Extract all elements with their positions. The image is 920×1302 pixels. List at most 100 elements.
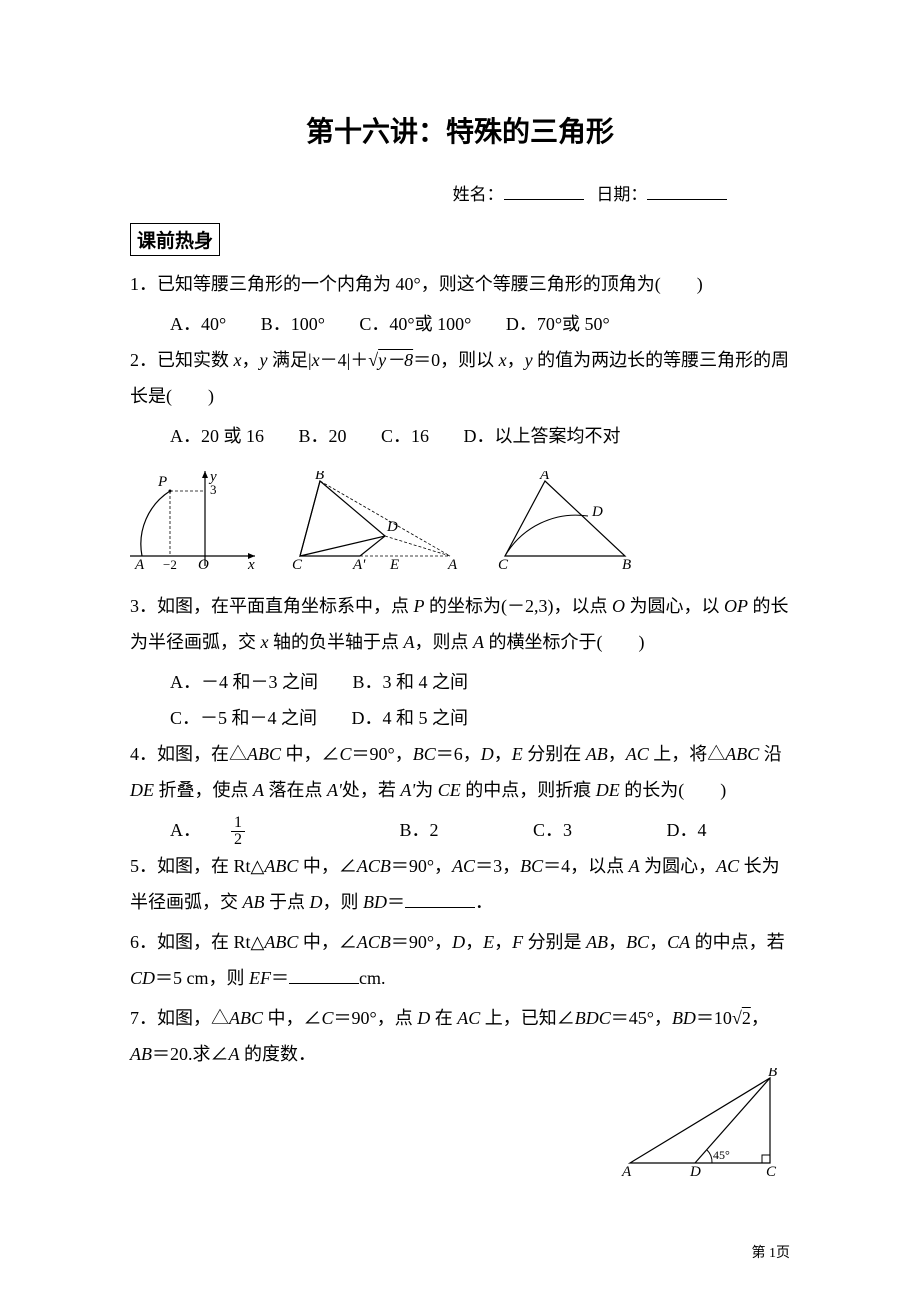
name-label: 姓名： [453,185,504,204]
q1-opt-d: D．70°或 50° [506,314,610,334]
q2-opt-b: B．20 [299,426,347,446]
q6-E: E [483,932,494,952]
q5-D: D [310,892,323,912]
q3-t4: 轴的负半轴于点 [269,632,404,652]
q4-t10: 落在点 [264,780,327,800]
q2-sqrt-inner: y－8 [378,350,413,370]
q6-AB: AB [586,932,608,952]
q7-t9: 的度数． [240,1044,317,1064]
q6-t3: ， [465,932,483,952]
q2-x2: x [312,350,320,370]
q4-D: D [481,744,494,764]
q6-F: F [512,932,523,952]
diagram-3: A D C B [490,471,640,576]
question-1-options: A．40° B．100° C．40°或 100° D．70°或 50° [130,306,790,342]
q3-opt-d: D．4 和 5 之间 [352,708,469,728]
q5-AB: AB [243,892,265,912]
q4-DE2: DE [596,780,620,800]
q5-t3: ＝3， [475,856,520,876]
q6-blank [289,966,359,984]
q1-opt-a: A．40° [170,314,226,334]
q4-t11: 处，若 [342,780,401,800]
q7-t1: 中，∠ [263,1008,322,1028]
q4-t2: ＝90°， [352,744,413,764]
q5-t9: ＝ [387,892,405,912]
q4-E: E [512,744,523,764]
q4-t8: 沿 [759,744,782,764]
q7-t2: ＝90°，点 [334,1008,418,1028]
q6-t5: 分别是 [523,932,586,952]
q3-opt-a: A．－4 和－3 之间 [170,672,318,692]
q6-BC: BC [626,932,649,952]
section-header: 课前热身 [130,223,220,256]
question-1: 1．已知等腰三角形的一个内角为 40°，则这个等腰三角形的顶角为( ) [130,266,790,302]
q6-t0: 6．如图，在 Rt△ [130,932,264,952]
q3-OP: OP [724,596,748,616]
question-2-options: A．20 或 16 B．20 C．16 D．以上答案均不对 [130,418,790,454]
q6-D: D [452,932,465,952]
q3-opt-b: B．3 和 4 之间 [353,672,469,692]
q4-t4: ， [494,744,512,764]
q7-t7: ， [751,1008,769,1028]
sqrt-icon-2: √ [732,1008,742,1028]
question-7: 7．如图，△ABC 中，∠C＝90°，点 D 在 AC 上，已知∠BDC＝45°… [130,1000,790,1072]
svg-text:D: D [386,519,398,535]
q3-t2: 为圆心，以 [625,596,724,616]
q2-t5: ＝0，则以 [413,350,499,370]
svg-text:B: B [768,1068,777,1080]
q4-t14: 的长为( ) [620,780,727,800]
q4-opt-a: A．12 [170,820,305,840]
q5-A: A [629,856,640,876]
q7-t5: ＝45°， [611,1008,672,1028]
q4-t0: 4．如图，在△ [130,744,247,764]
date-blank [647,183,727,200]
q6-t1: 中，∠ [298,932,357,952]
q4-t12: 为 [415,780,438,800]
q1-opt-b: B．100° [261,314,325,334]
q3-O: O [612,596,625,616]
q6-EF: EF [249,968,271,988]
q6-t4: ， [494,932,512,952]
q5-t0: 5．如图，在 Rt△ [130,856,264,876]
svg-text:O: O [198,557,209,571]
q4-t6: ， [608,744,626,764]
q5-ABC: ABC [264,856,298,876]
q2-y2: y [525,350,533,370]
q5-t8: ，则 [323,892,364,912]
q4-DE1: DE [130,780,154,800]
q6-ABC: ABC [264,932,298,952]
q3-A1: A [404,632,415,652]
q2-t6: ， [507,350,525,370]
q6-t11: cm. [359,968,386,988]
q7-ABC: ABC [229,1008,263,1028]
q5-ACB: ACB [357,856,391,876]
q4-t9: 折叠，使点 [154,780,253,800]
q3-t5: ，则点 [415,632,474,652]
q7-D: D [417,1008,430,1028]
q7-BDC: BDC [575,1008,611,1028]
q2-x3: x [499,350,507,370]
q4-AC: AC [626,744,649,764]
svg-text:A: A [539,471,550,483]
question-4: 4．如图，在△ABC 中，∠C＝90°，BC＝6，D，E 分别在 AB，AC 上… [130,736,790,808]
q2-t3: 满足| [268,350,312,370]
q4-ABC2: ABC [725,744,759,764]
q2-opt-c: C．16 [381,426,429,446]
q4-Ap1: A' [327,780,342,800]
svg-text:C: C [498,557,509,571]
q3-t0: 3．如图，在平面直角坐标系中，点 [130,596,414,616]
q3-t1: 的坐标为(－2,3)，以点 [425,596,613,616]
q3-P: P [414,596,425,616]
page-footer: 第 1页 [752,1242,791,1262]
svg-text:−2: −2 [163,557,177,571]
q6-t6: ， [608,932,626,952]
q5-AC2: AC [716,856,739,876]
q6-t7: ， [649,932,667,952]
diagram-1: P y 3 A −2 O x [130,466,260,576]
q4-ABC1: ABC [247,744,281,764]
svg-text:P: P [157,474,167,490]
q5-BD: BD [363,892,387,912]
q5-t4: ＝4，以点 [543,856,629,876]
q1-opt-c: C．40°或 100° [359,314,471,334]
q5-t7: 于点 [265,892,310,912]
